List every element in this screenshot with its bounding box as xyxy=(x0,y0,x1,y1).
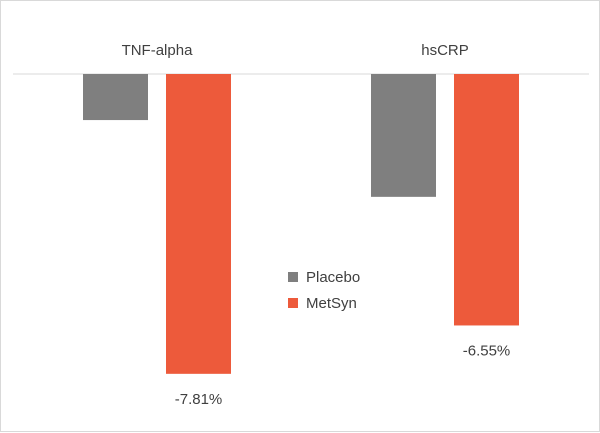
legend-label-metsyn: MetSyn xyxy=(306,295,357,312)
category-label: TNF-alpha xyxy=(122,42,194,59)
data-label: -6.55% xyxy=(463,342,511,359)
legend-swatch-metsyn xyxy=(288,298,298,308)
bar-placebo-hscrp xyxy=(371,74,436,197)
bar-placebo-tnf-alpha xyxy=(83,74,148,121)
bar-metsyn-hscrp xyxy=(454,74,519,326)
legend-label-placebo: Placebo xyxy=(306,269,360,286)
legend-swatch-placebo xyxy=(288,272,298,282)
bar-metsyn-tnf-alpha xyxy=(166,74,231,374)
category-label: hsCRP xyxy=(421,42,469,59)
data-label: -7.81% xyxy=(175,391,223,408)
